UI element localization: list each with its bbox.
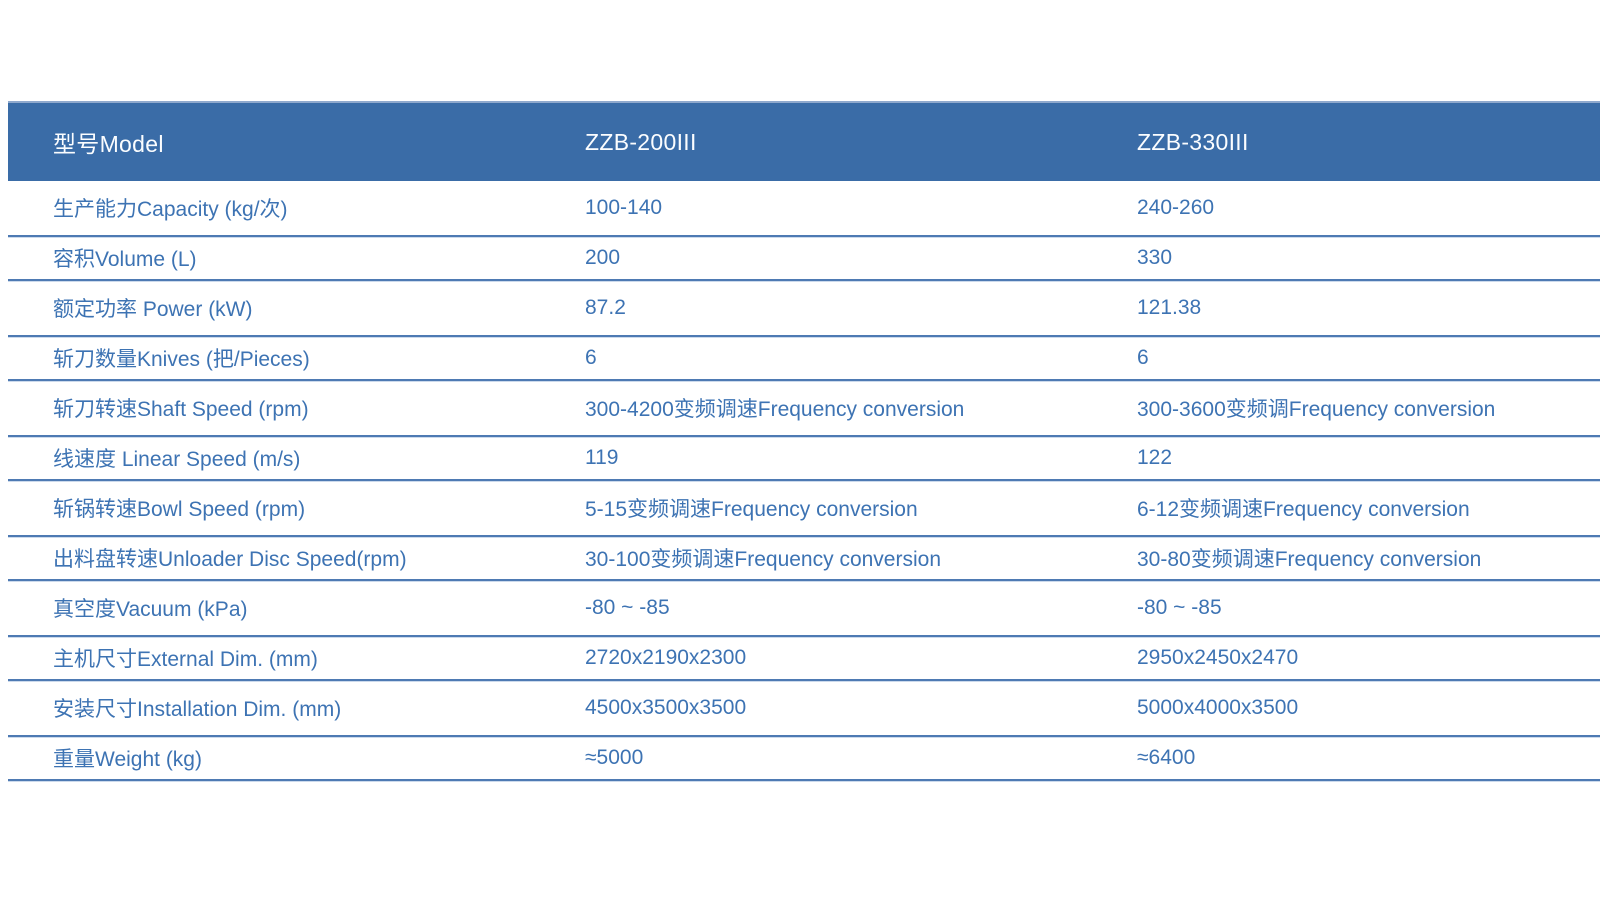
spec-value-cell-zzb-200: 6 — [585, 346, 597, 369]
table-row: 容积Volume (L) 200 330 — [8, 237, 1600, 281]
spec-value-cell-zzb-200: -80 ~ -85 — [585, 596, 670, 619]
spec-value-cell-zzb-200: 5-15变频调速Frequency conversion — [585, 498, 918, 521]
spec-value-cell-zzb-200: ≈5000 — [585, 746, 644, 769]
header-model-zzb-330: ZZB-330III — [1137, 128, 1249, 155]
table-row: 重量Weight (kg) ≈5000 ≈6400 — [8, 737, 1600, 781]
spec-value-cell-zzb-200: 100-140 — [585, 196, 663, 219]
table-row: 额定功率 Power (kW) 87.2 121.38 — [8, 281, 1600, 337]
table-row: 斩锅转速Bowl Speed (rpm) 5-15变频调速Frequency co… — [8, 481, 1600, 537]
table-row: 线速度 Linear Speed (m/s) 119 122 — [8, 437, 1600, 481]
spec-label-cell: 安装尺寸Installation Dim. (mm) — [53, 698, 342, 721]
header-model-zzb-200: ZZB-200III — [585, 128, 697, 155]
spec-value-cell-zzb-330: -80 ~ -85 — [1137, 596, 1222, 619]
table-row: 出料盘转速Unloader Disc Speed(rpm) 30-100变频调速F… — [8, 537, 1600, 581]
spec-value-cell-zzb-200: 119 — [585, 446, 619, 469]
spec-value-cell-zzb-200: 87.2 — [585, 296, 626, 319]
spec-value-cell-zzb-200: 300-4200变频调速Frequency conversion — [585, 398, 965, 421]
spec-value-cell-zzb-330: 6 — [1137, 346, 1149, 369]
spec-value-cell-zzb-330: 330 — [1137, 246, 1173, 269]
spec-label-cell: 重量Weight (kg) — [53, 748, 202, 771]
spec-value-cell-zzb-330: 121.38 — [1137, 296, 1202, 319]
spec-value-cell-zzb-330: 5000x4000x3500 — [1137, 696, 1299, 719]
spec-value-cell-zzb-330: 122 — [1137, 446, 1173, 469]
spec-value-cell-zzb-330: ≈6400 — [1137, 746, 1196, 769]
table-body: 生产能力Capacity (kg/次) 100-140 240-260 容积Volum… — [8, 181, 1600, 781]
spec-value-cell-zzb-330: 300-3600变频调Frequency conversion — [1137, 398, 1496, 421]
table-row: 生产能力Capacity (kg/次) 100-140 240-260 — [8, 181, 1600, 237]
spec-label-cell: 斩刀数量Knives (把/Pieces) — [53, 348, 310, 371]
table-row: 安装尺寸Installation Dim. (mm) 4500x3500x3500… — [8, 681, 1600, 737]
spec-label-cell: 出料盘转速Unloader Disc Speed(rpm) — [53, 548, 407, 571]
header-model-label: 型号Model — [53, 131, 164, 157]
spec-label-cell: 真空度Vacuum (kPa) — [53, 598, 248, 621]
table-row: 真空度Vacuum (kPa) -80 ~ -85 -80 ~ -85 — [8, 581, 1600, 637]
spec-value-cell-zzb-200: 200 — [585, 246, 621, 269]
spec-label-cell: 斩锅转速Bowl Speed (rpm) — [53, 498, 306, 521]
spec-value-cell-zzb-200: 30-100变频调速Frequency conversion — [585, 548, 941, 571]
spec-label-cell: 生产能力Capacity (kg/次) — [53, 198, 288, 221]
table-row: 主机尺寸External Dim. (mm) 2720x2190x2300 2950… — [8, 637, 1600, 681]
spec-value-cell-zzb-330: 6-12变频调速Frequency conversion — [1137, 498, 1470, 521]
table-row: 斩刀数量Knives (把/Pieces) 6 6 — [8, 337, 1600, 381]
spec-label-cell: 主机尺寸External Dim. (mm) — [53, 648, 318, 671]
spec-label-cell: 线速度 Linear Speed (m/s) — [53, 448, 301, 471]
spec-label-cell: 容积Volume (L) — [53, 248, 197, 271]
spec-value-cell-zzb-330: 2950x2450x2470 — [1137, 646, 1299, 669]
spec-value-cell-zzb-330: 30-80变频调速Frequency conversion — [1137, 548, 1482, 571]
spec-value-cell-zzb-330: 240-260 — [1137, 196, 1215, 219]
spec-value-cell-zzb-200: 2720x2190x2300 — [585, 646, 747, 669]
product-spec-table: 型号Model ZZB-200III ZZB-330III 生产能力Capaci… — [8, 101, 1600, 781]
table-row: 斩刀转速Shaft Speed (rpm) 300-4200变频调速Frequen… — [8, 381, 1600, 437]
table-header-row: 型号Model ZZB-200III ZZB-330III — [8, 101, 1600, 181]
spec-value-cell-zzb-200: 4500x3500x3500 — [585, 696, 747, 719]
spec-label-cell: 额定功率 Power (kW) — [53, 298, 253, 321]
spec-label-cell: 斩刀转速Shaft Speed (rpm) — [53, 398, 309, 421]
